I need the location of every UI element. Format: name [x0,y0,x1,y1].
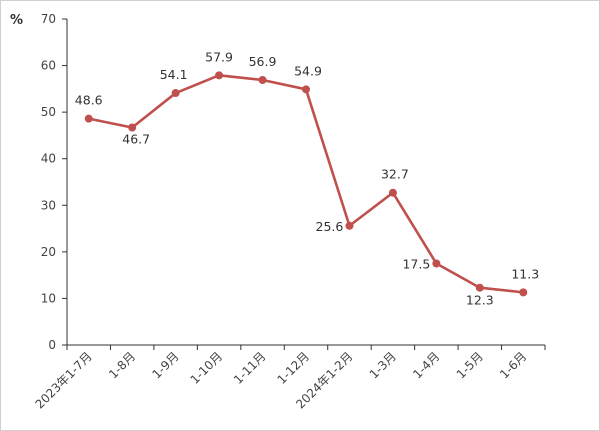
y-tick-label: 70 [41,12,56,26]
data-label: 54.9 [294,63,322,78]
data-point [519,288,528,297]
data-point [215,71,224,80]
x-tick-label: 1-6月 [497,349,529,381]
y-tick-label: 40 [41,152,56,166]
y-tick-label: 10 [41,291,56,305]
series-line [88,74,524,294]
data-label: 12.3 [466,293,494,308]
x-tick-label: 1-5月 [454,349,486,381]
x-tick-label: 1-10月 [188,349,226,387]
data-label: 25.6 [316,219,344,234]
y-tick-label: 60 [41,59,56,73]
data-label: 57.9 [205,49,233,64]
y-tick-label: 0 [48,338,56,352]
x-tick-label: 1-8月 [106,349,138,381]
y-tick-label: 20 [41,245,56,259]
x-tick-label: 1-4月 [410,349,442,381]
data-point [258,76,267,85]
data-label: 48.6 [75,93,103,108]
data-point [128,123,137,132]
x-tick-label: 1-12月 [274,349,312,387]
series-group: 48.6 46.7 54.1 57.9 56.9 54.9 25.6 32.7 17.5 12.3… [75,49,539,307]
data-label: 54.1 [160,67,188,82]
data-label: 11.3 [511,266,539,281]
data-point [345,221,354,230]
data-point [475,283,484,292]
x-tick-label: 1-3月 [367,349,399,381]
data-label: 17.5 [402,257,430,272]
data-point [302,85,310,94]
data-point [388,188,397,197]
data-point [432,259,441,268]
x-tick-label: 1-9月 [150,349,182,381]
y-tick-label: 50 [41,105,56,119]
data-label: 32.7 [381,167,409,182]
data-label: 56.9 [249,54,277,69]
y-tick-label: 30 [41,198,56,212]
data-point [171,89,180,98]
y-axis-unit-label: % [10,13,23,28]
x-tick-label: 1-11月 [231,349,269,387]
data-label: 46.7 [122,132,150,147]
data-point [84,114,93,123]
x-tick-label: 2023年1-7月 [33,349,95,411]
